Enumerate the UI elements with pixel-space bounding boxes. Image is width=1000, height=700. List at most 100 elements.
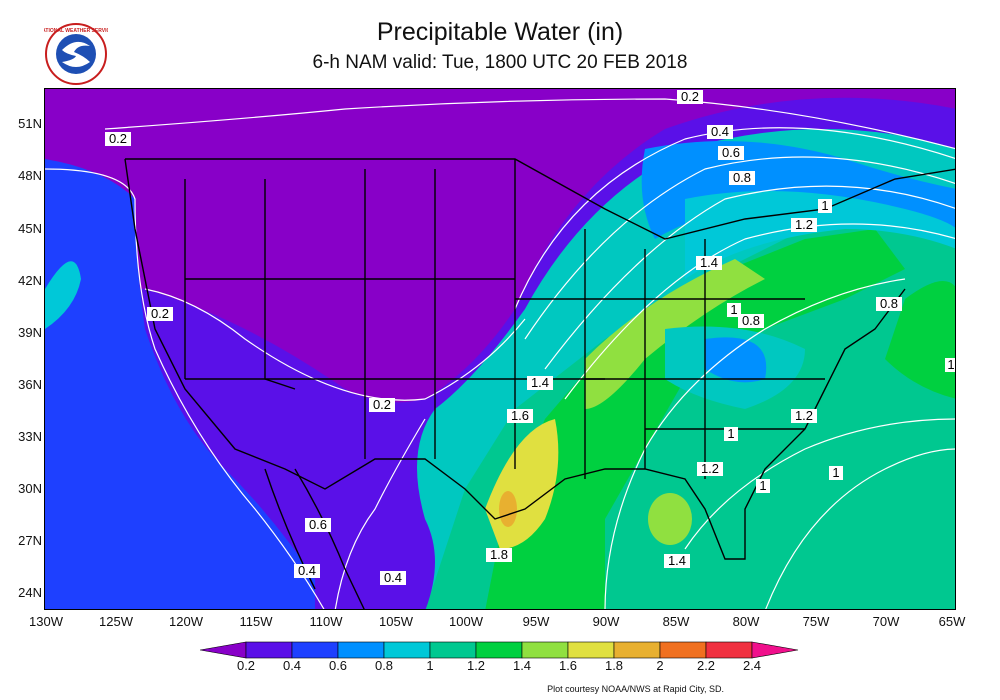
color-scale-label: 2 [656, 658, 664, 673]
color-scale-swatch [521, 641, 569, 659]
contour-label: 0.8 [876, 296, 902, 311]
nws-logo-icon: NATIONAL WEATHER SERVICE [44, 23, 108, 85]
lon-label: 120W [169, 614, 203, 629]
contour-label: 1.4 [527, 375, 553, 390]
plot-credit: Plot courtesy NOAA/NWS at Rapid City, SD… [547, 684, 724, 694]
contour-label: 1.2 [791, 217, 817, 232]
color-scale-label: 1 [426, 658, 434, 673]
contour-label: 0.8 [738, 313, 764, 328]
svg-text:1.2: 1.2 [795, 217, 813, 232]
color-scale-label: 1.2 [466, 658, 486, 673]
svg-text:0.2: 0.2 [151, 306, 169, 321]
contour-label: 1.4 [664, 553, 690, 568]
field-atlantic-band [885, 281, 955, 399]
lon-label: 70W [872, 614, 900, 629]
contour-label: 0.8 [729, 170, 755, 185]
lon-label: 115W [239, 614, 273, 629]
contour-label: 1 [724, 426, 738, 441]
svg-text:1.2: 1.2 [795, 408, 813, 423]
svg-text:1.8: 1.8 [490, 547, 508, 562]
color-scale-swatch [337, 641, 385, 659]
lat-label: 51N [18, 116, 42, 131]
field-fl-band-1.6 [648, 493, 692, 545]
contour-label: 0.2 [369, 397, 395, 412]
contour-label: 1 [727, 302, 741, 317]
contour-label: 1 [945, 357, 955, 372]
lon-label: 125W [99, 614, 133, 629]
color-scale-swatch [613, 641, 661, 659]
svg-text:1.6: 1.6 [511, 408, 529, 423]
color-scale-swatch [200, 641, 247, 659]
svg-text:0.2: 0.2 [109, 131, 127, 146]
svg-text:0.6: 0.6 [309, 517, 327, 532]
color-scale-label: 0.6 [328, 658, 348, 673]
contour-label: 1 [756, 478, 770, 493]
color-scale-swatch [383, 641, 431, 659]
contour-label: 0.2 [147, 306, 173, 321]
svg-text:0.4: 0.4 [711, 124, 729, 139]
svg-text:0.4: 0.4 [298, 563, 316, 578]
map-canvas: 0.2 0.4 0.6 0.8 1 1.2 0.2 0.2 0.2 1.4 1.… [45, 89, 955, 609]
precipitable-water-map: 0.2 0.4 0.6 0.8 1 1.2 0.2 0.2 0.2 1.4 1.… [44, 88, 956, 610]
color-scale-bar [200, 641, 799, 659]
contour-label: 0.6 [305, 517, 331, 532]
contour-label: 0.4 [707, 124, 733, 139]
field-band-1.4 [485, 229, 905, 609]
field-oh-valley-0.8 [705, 337, 767, 383]
svg-text:1.2: 1.2 [701, 461, 719, 476]
contour-label: 0.4 [380, 570, 406, 585]
svg-text:1.4: 1.4 [700, 255, 718, 270]
contour-label: 1.2 [791, 408, 817, 423]
color-scale-label: 2.2 [696, 658, 716, 673]
lat-label: 45N [18, 221, 42, 236]
lat-label: 27N [18, 533, 42, 548]
color-scale-label: 1.8 [604, 658, 624, 673]
map-subtitle: 6-h NAM valid: Tue, 1800 UTC 20 FEB 2018 [312, 52, 688, 73]
map-title: Precipitable Water (in) [376, 18, 624, 46]
color-scale-label: 1.4 [512, 658, 532, 673]
field-pacific-0.6 [45, 159, 315, 609]
color-scale-swatch [429, 641, 477, 659]
color-scale-label: 1.6 [558, 658, 578, 673]
svg-text:0.8: 0.8 [880, 296, 898, 311]
contour-label: 0.2 [677, 89, 703, 104]
svg-text:1.4: 1.4 [531, 375, 549, 390]
color-scale-label: 0.8 [374, 658, 394, 673]
svg-text:1: 1 [759, 478, 766, 493]
field-band-2 [499, 491, 517, 527]
color-scale-label: 0.4 [282, 658, 302, 673]
svg-text:0.8: 0.8 [742, 313, 760, 328]
lon-label: 75W [802, 614, 830, 629]
lon-label: 110W [309, 614, 343, 629]
field-northeast-0.8 [685, 191, 955, 279]
color-scale-swatch [567, 641, 615, 659]
svg-text:1: 1 [832, 465, 839, 480]
svg-text:0.8: 0.8 [733, 170, 751, 185]
color-scale-swatch [245, 641, 293, 659]
field-band-0.2 [45, 89, 955, 403]
lon-label: 85W [662, 614, 690, 629]
svg-text:1: 1 [730, 302, 737, 317]
contour-label: 1.4 [696, 255, 722, 270]
color-scale-swatch [659, 641, 707, 659]
color-scale-swatch [291, 641, 339, 659]
svg-text:1: 1 [821, 198, 828, 213]
lon-label: 100W [449, 614, 483, 629]
color-scale-swatch [705, 641, 753, 659]
svg-text:0.4: 0.4 [384, 570, 402, 585]
contour-label: 1.8 [486, 547, 512, 562]
lon-label: 105W [379, 614, 413, 629]
lat-label: 48N [18, 168, 42, 183]
svg-text:1: 1 [947, 357, 954, 372]
contour-label-group: 0.2 0.4 0.6 0.8 1 1.2 0.2 0.2 0.2 1.4 1.… [105, 89, 955, 585]
color-scale-swatch [475, 641, 523, 659]
lon-label: 80W [732, 614, 760, 629]
lon-label: 90W [592, 614, 620, 629]
lon-label: 95W [522, 614, 550, 629]
lon-label: 130W [29, 614, 63, 629]
svg-text:NATIONAL WEATHER SERVICE: NATIONAL WEATHER SERVICE [44, 28, 108, 34]
lat-label: 24N [18, 585, 42, 600]
lat-label: 39N [18, 325, 42, 340]
color-scale-label: 2.4 [742, 658, 762, 673]
svg-text:0.2: 0.2 [373, 397, 391, 412]
